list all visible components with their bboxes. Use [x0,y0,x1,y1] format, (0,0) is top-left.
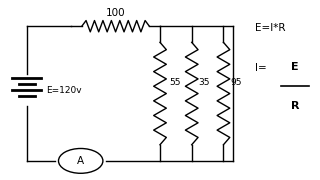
Text: E=I*R: E=I*R [255,23,286,33]
Text: 100: 100 [106,8,125,18]
Text: E=120v: E=120v [46,86,81,94]
Text: 35: 35 [199,78,210,87]
Circle shape [59,148,103,173]
Text: I=: I= [255,63,267,73]
Text: 55: 55 [169,78,180,87]
Text: E: E [291,62,299,72]
Text: A: A [77,156,84,166]
Text: 95: 95 [230,78,242,87]
Text: R: R [291,101,299,111]
